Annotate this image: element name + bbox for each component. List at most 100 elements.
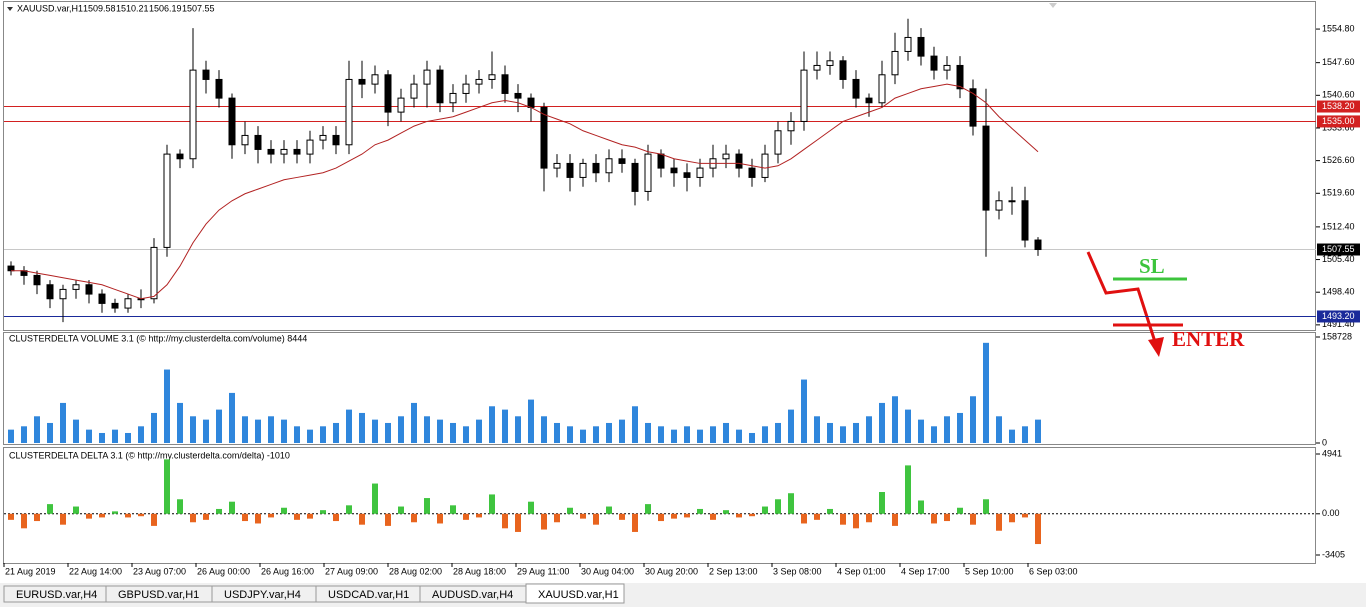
candle-body bbox=[33, 274, 41, 286]
volume-bar bbox=[411, 402, 417, 443]
chart-tab-label[interactable]: USDJPY.var,H4 bbox=[224, 589, 301, 601]
volume-bar bbox=[918, 419, 924, 443]
delta-bar bbox=[892, 513, 898, 526]
candle-body bbox=[59, 288, 67, 300]
volume-bar bbox=[905, 409, 911, 443]
delta-bar bbox=[515, 513, 521, 532]
x-tick-label: 5 Sep 10:00 bbox=[965, 566, 1014, 576]
volume-bar bbox=[151, 412, 157, 443]
candle-body bbox=[462, 83, 470, 94]
volume-bar bbox=[86, 429, 92, 443]
delta-bar bbox=[853, 513, 859, 529]
delta-bar bbox=[567, 507, 573, 514]
chart-tab-label[interactable]: EURUSD.var,H4 bbox=[16, 589, 97, 601]
delta-bar bbox=[944, 513, 950, 522]
dropdown-icon[interactable] bbox=[7, 7, 13, 11]
delta-bar bbox=[606, 506, 612, 514]
chart-tab-label[interactable]: USDCAD.var,H1 bbox=[328, 589, 409, 601]
x-tick-label: 27 Aug 09:00 bbox=[325, 566, 378, 576]
candle-body bbox=[878, 74, 886, 104]
candle-body bbox=[163, 153, 171, 248]
volume-bar bbox=[723, 422, 729, 443]
volume-bar bbox=[892, 396, 898, 443]
volume-bar bbox=[632, 406, 638, 443]
volume-bar bbox=[398, 416, 404, 443]
delta-bar bbox=[658, 513, 664, 522]
y-tick-label: 1554.80 bbox=[1322, 23, 1355, 33]
x-tick-label: 30 Aug 04:00 bbox=[581, 566, 634, 576]
delta-bar bbox=[255, 513, 261, 524]
delta-bar bbox=[450, 505, 456, 514]
x-tick-label: 23 Aug 07:00 bbox=[133, 566, 186, 576]
volume-bar bbox=[138, 426, 144, 443]
delta-bar bbox=[801, 513, 807, 524]
chart-tab-label[interactable]: AUDUSD.var,H4 bbox=[432, 589, 513, 601]
volume-bar bbox=[1009, 429, 1015, 443]
candle-body bbox=[150, 246, 158, 300]
delta-bar bbox=[697, 508, 703, 514]
x-tick-label: 28 Aug 02:00 bbox=[389, 566, 442, 576]
chart-tab-label[interactable]: XAUUSD.var,H1 bbox=[538, 589, 619, 601]
delta-bar bbox=[879, 492, 885, 514]
delta-bar bbox=[502, 513, 508, 529]
volume-bar bbox=[944, 416, 950, 443]
delta-bar bbox=[814, 513, 820, 520]
candle-body bbox=[904, 36, 912, 52]
delta-bar bbox=[762, 506, 768, 514]
y-tick-label: 1505.40 bbox=[1322, 254, 1355, 264]
moving-average bbox=[11, 83, 1039, 300]
candle-body bbox=[397, 97, 405, 113]
volume-bar bbox=[34, 416, 40, 443]
arrow-head bbox=[1148, 337, 1164, 357]
candle-body bbox=[1021, 200, 1029, 241]
delta-bar bbox=[775, 499, 781, 514]
volume-bar bbox=[567, 426, 573, 443]
volume-bar bbox=[385, 422, 391, 443]
candle-body bbox=[930, 55, 938, 71]
candle-body bbox=[215, 78, 223, 99]
candle-body bbox=[1034, 239, 1042, 251]
delta-bar bbox=[151, 513, 157, 526]
chart-tab-label[interactable]: GBPUSD.var,H1 bbox=[118, 589, 199, 601]
delta-bar bbox=[983, 499, 989, 514]
candle-body bbox=[592, 162, 600, 174]
candle-body bbox=[982, 125, 990, 211]
delta-bar bbox=[125, 513, 131, 518]
volume-bar bbox=[333, 422, 339, 443]
volume-bar bbox=[489, 406, 495, 443]
candle-body bbox=[670, 167, 678, 174]
delta-bar bbox=[203, 513, 209, 520]
volume-bar bbox=[424, 416, 430, 443]
volume-bar bbox=[853, 422, 859, 443]
volume-bar bbox=[515, 416, 521, 443]
scroll-marker bbox=[1049, 3, 1057, 8]
delta-bar bbox=[346, 505, 352, 514]
trade-arrow bbox=[1086, 251, 1158, 346]
current-price-tag bbox=[1317, 243, 1360, 256]
volume-bar bbox=[346, 409, 352, 443]
delta-bar bbox=[1009, 513, 1015, 523]
candle-body bbox=[1008, 200, 1016, 203]
candle-body bbox=[852, 78, 860, 99]
candle-body bbox=[527, 97, 535, 108]
x-tick-label: 26 Aug 16:00 bbox=[261, 566, 314, 576]
volume-title: CLUSTERDELTA VOLUME 3.1 (© http://my.clu… bbox=[9, 333, 307, 343]
volume-bar bbox=[203, 419, 209, 443]
delta-bar bbox=[957, 507, 963, 514]
candle-body bbox=[735, 153, 743, 169]
delta-bar bbox=[268, 513, 274, 518]
volume-bar bbox=[1035, 419, 1041, 443]
delta-bar bbox=[554, 513, 560, 523]
y-tick-label: 1498.40 bbox=[1322, 287, 1355, 297]
volume-bar bbox=[671, 429, 677, 443]
chart-tab[interactable] bbox=[525, 583, 625, 604]
candle-body bbox=[917, 36, 925, 57]
candle-body bbox=[124, 298, 132, 309]
candle-body bbox=[696, 167, 704, 178]
x-tick-label: 26 Aug 00:00 bbox=[197, 566, 250, 576]
level-label: 1493.20 bbox=[1322, 311, 1355, 321]
delta-bar bbox=[242, 513, 248, 522]
candle-body bbox=[176, 153, 184, 160]
x-tick-label: 29 Aug 11:00 bbox=[517, 566, 569, 576]
delta-bar bbox=[489, 494, 495, 514]
